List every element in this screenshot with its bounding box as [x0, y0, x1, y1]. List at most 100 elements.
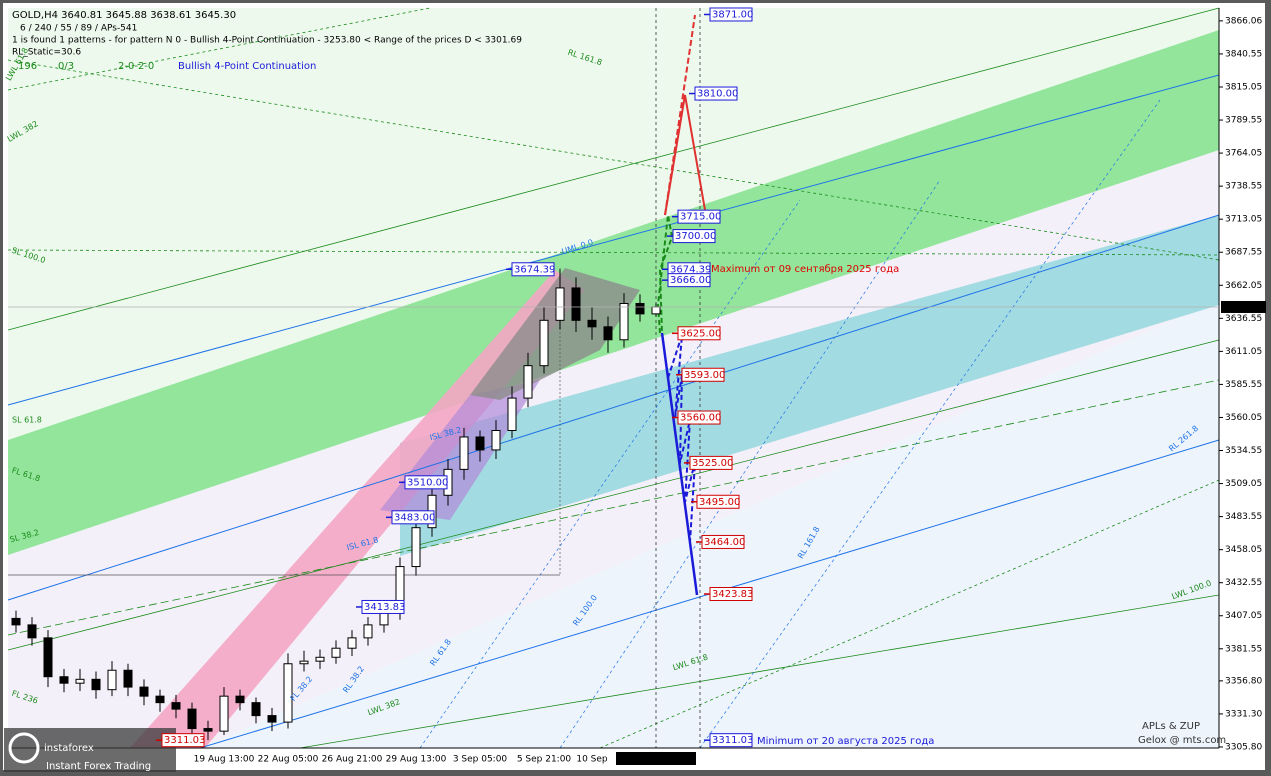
candle-body: [571, 287, 581, 321]
pattern-leg: [656, 214, 674, 334]
level-box: [709, 733, 753, 748]
candle-body: [299, 660, 309, 665]
y-tick-label: 3789.55: [1225, 116, 1262, 126]
y-tick-label: 3687.55: [1225, 248, 1262, 258]
level-label: 3593.00: [684, 370, 725, 381]
level-box: [701, 534, 745, 549]
signature-site: Gelox @ mts.com: [1138, 735, 1226, 746]
x-tick-label: 19 Aug 13:00: [194, 755, 255, 765]
cursor-time-box: [616, 752, 696, 765]
pattern-bars: 196: [18, 61, 37, 72]
x-tick-label: 26 Aug 21:00: [322, 755, 383, 765]
level-box: [694, 86, 738, 101]
y-tick-label: 3611.05: [1225, 347, 1262, 357]
light-blue-zone: [200, 300, 1219, 748]
y-tick-label: 3483.55: [1225, 512, 1262, 522]
x-tick-label: 29 Aug 13:00: [386, 755, 447, 765]
y-tick-label: 3331.30: [1225, 709, 1262, 719]
level-box: [677, 410, 721, 425]
channel-line: [7, 379, 1220, 636]
level-label: 3483.00: [394, 512, 435, 523]
header-line: 6 / 240 / 55 / 89 / APs-541: [20, 24, 137, 34]
level-box: [689, 455, 733, 470]
candle-body: [75, 678, 85, 684]
cursor-time: 2025.09.15 14:34: [616, 755, 697, 765]
level-box: [681, 367, 725, 382]
level-box: [161, 733, 205, 748]
candle-body: [331, 647, 341, 658]
blue-channel: [400, 215, 1219, 556]
level-label: 3560.00: [680, 413, 721, 424]
pattern-name: Bullish 4-Point Continuation: [178, 61, 316, 72]
y-tick-label: 3713.05: [1225, 215, 1262, 225]
candle-body: [491, 429, 501, 451]
y-tick-label: 3509.05: [1225, 479, 1262, 489]
level-label: 3510.00: [407, 477, 448, 488]
channel-line: [7, 59, 1220, 261]
candle-body: [267, 715, 277, 723]
channel-line: [7, 7, 1220, 331]
logo-icon: [8, 732, 40, 764]
gray-zone: [470, 268, 640, 400]
y-tick-label: 3305.80: [1225, 742, 1262, 752]
candle-body: [11, 617, 21, 626]
candle-body: [59, 676, 69, 684]
projection-down: [667, 334, 696, 543]
candle-body: [619, 302, 629, 341]
upper-zone: [8, 8, 1219, 440]
level-label: 3464.00: [704, 537, 745, 548]
candle-body: [603, 326, 613, 341]
level-label: 3625.00: [680, 328, 721, 339]
logo-name: instaforex: [44, 743, 94, 754]
candle-body: [251, 702, 261, 717]
channel-line: [7, 214, 1220, 601]
candle-body: [475, 436, 485, 451]
y-tick-label: 3636.55: [1225, 314, 1262, 324]
level-box: [361, 599, 405, 614]
level-label: 3871.00: [712, 9, 753, 20]
y-tick-label: 3662.05: [1225, 281, 1262, 291]
candle-body: [347, 637, 357, 649]
x-tick-label: 22 Aug 05:00: [258, 755, 319, 765]
fan-line: [699, 99, 1161, 749]
candle-body: [235, 695, 245, 704]
y-tick-label: 3356.80: [1225, 676, 1262, 686]
pink-band: [130, 270, 585, 748]
candle-body: [187, 708, 197, 730]
level-box: [667, 273, 711, 288]
header-line: RL_Static=30.6: [12, 48, 81, 58]
channel-line: [299, 594, 1220, 749]
y-tick-label: 3866.06: [1225, 16, 1262, 26]
signature: APLs & ZUP: [1142, 721, 1200, 732]
y-tick-label: 3560.05: [1225, 413, 1262, 423]
candle-body: [555, 287, 565, 321]
candle-body: [219, 695, 229, 732]
level-box: [696, 494, 740, 509]
y-tick-label: 3407.05: [1225, 611, 1262, 621]
candle-body: [507, 397, 517, 431]
candle-body: [411, 527, 421, 568]
logo: instaforex Instant Forex Trading: [4, 728, 176, 772]
annotation: Minimum от 20 августа 2025 года: [757, 736, 934, 747]
y-tick-label: 3381.55: [1225, 644, 1262, 654]
y-tick-label: 3840.55: [1225, 49, 1262, 59]
candle-body: [587, 319, 597, 328]
candle-body: [363, 624, 373, 639]
pattern-code: 2-0-2-0: [118, 61, 154, 72]
y-tick-label: 3534.55: [1225, 446, 1262, 456]
projection-up: [664, 14, 696, 216]
level-label: 3674.39: [670, 264, 711, 275]
channel-line: [7, 339, 1220, 651]
header-line: 1 is found 1 patterns - for pattern N 0 …: [12, 36, 522, 46]
level-box: [709, 586, 753, 601]
chart-title: GOLD,H4 3640.81 3645.88 3638.61 3645.30: [12, 10, 236, 21]
candle-body: [651, 306, 661, 315]
last-price-box: [1221, 300, 1266, 313]
level-box: [391, 510, 435, 525]
level-label: 3674.39: [514, 264, 555, 275]
candle-body: [107, 669, 117, 691]
marks: [11, 269, 661, 741]
x-tick-label: 5 Sep 21:00: [517, 755, 572, 765]
level-box: [672, 229, 716, 244]
